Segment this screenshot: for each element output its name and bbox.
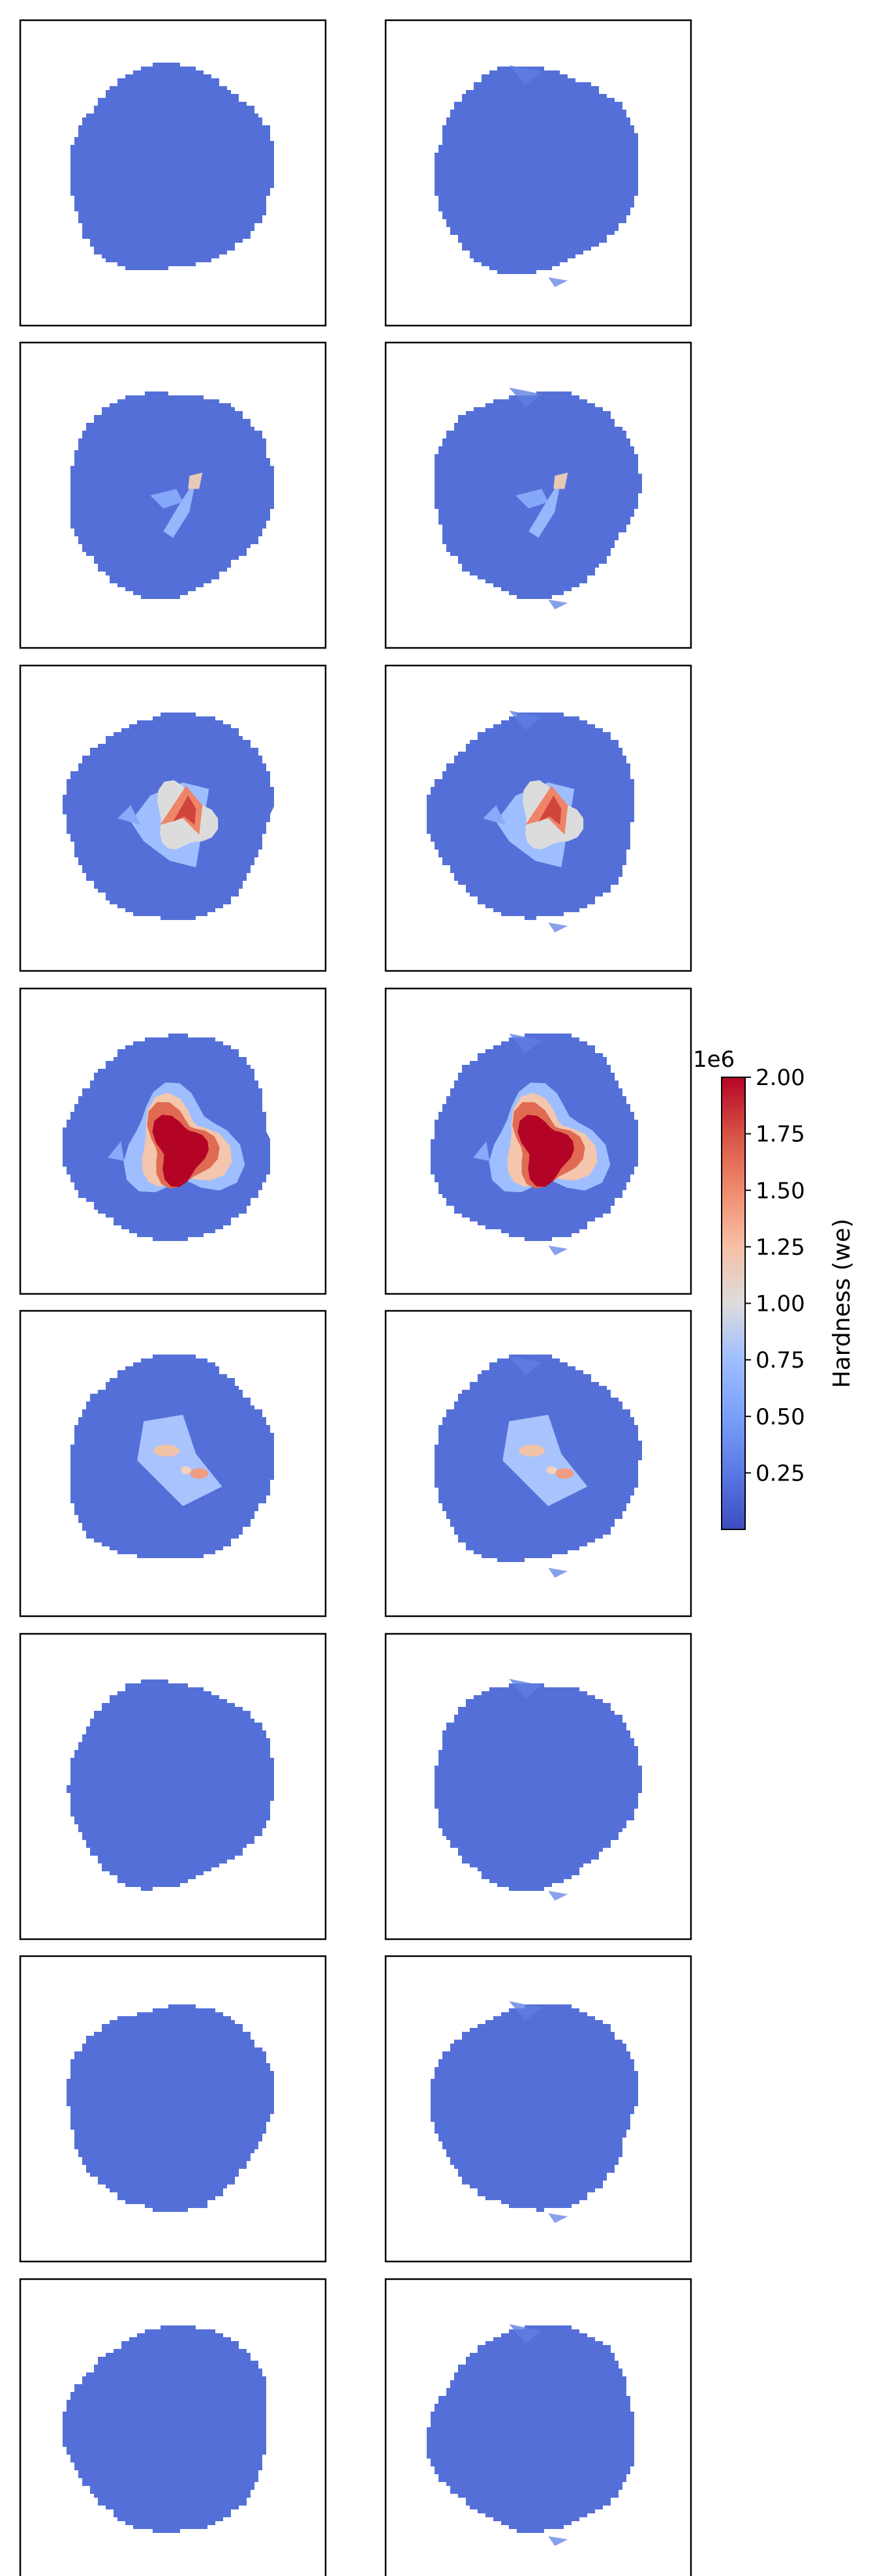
panel-frame (19, 664, 327, 972)
panel-frame (384, 1955, 692, 2263)
heatmap-panel-r1-c1 (19, 19, 327, 327)
field-disc (70, 63, 274, 270)
texture-patch (548, 1891, 568, 1901)
panel-frame (19, 987, 327, 1295)
hotspot-core (181, 1466, 192, 1475)
texture-patch (509, 2001, 542, 2021)
field-disc (67, 2004, 274, 2212)
panel-frame (384, 664, 692, 972)
colorbar-tick-label: 0.25 (756, 1460, 805, 1486)
panel-frame (384, 2278, 692, 2576)
heatmap-panel-r8-c1 (19, 2278, 327, 2576)
texture-patch (548, 1568, 568, 1578)
panel-frame (19, 1310, 327, 1618)
texture-patch (548, 277, 568, 287)
heatmap-panel-r4-c1 (19, 987, 327, 1295)
hotspot-halo (528, 479, 562, 538)
texture-patch (509, 65, 542, 85)
colorbar-tick-label: 1.00 (756, 1291, 805, 1317)
hotspot-core (188, 472, 203, 489)
hotspot-core (517, 1114, 574, 1188)
hotspot-halo (515, 489, 549, 509)
colorbar-label: Hardness (we) (829, 1219, 855, 1388)
hotspot-core (190, 1468, 209, 1479)
heatmap-panel-r5-c1 (19, 1310, 327, 1618)
field-disc (63, 2325, 266, 2533)
panel-frame (384, 1633, 692, 1940)
hotspot-core (538, 795, 562, 825)
texture-patch (509, 388, 542, 407)
colorbar-gradient (722, 1077, 745, 1529)
hotspot-halo (150, 489, 183, 509)
panel-frame (19, 1633, 327, 1940)
colorbar-offset-text: 1e6 (693, 1047, 735, 1073)
colorbar-tick-label: 1.25 (756, 1234, 805, 1261)
heatmap-panel-r4-c2 (384, 987, 692, 1295)
heatmap-panel-r1-c2 (384, 19, 692, 327)
texture-patch (548, 923, 568, 932)
panel-frame (384, 341, 692, 649)
heatmap-panel-r3-c2 (384, 664, 692, 972)
hotspot-halo (163, 479, 196, 538)
texture-patch (548, 2536, 568, 2546)
heatmap-panel-r3-c1 (19, 664, 327, 972)
panel-frame (19, 1955, 327, 2263)
colorbar-tick-label: 2.00 (756, 1065, 805, 1091)
panel-frame (19, 19, 327, 327)
field-disc (67, 1679, 274, 1891)
panel-frame (19, 2278, 327, 2576)
hotspot-halo (137, 1415, 222, 1507)
heatmap-panel-r2-c2 (384, 341, 692, 649)
hotspot-core (173, 795, 196, 825)
field-disc (427, 2325, 634, 2533)
colorbar-tick-label: 1.75 (756, 1122, 805, 1148)
heatmap-panel-r2-c1 (19, 341, 327, 649)
panel-frame (384, 19, 692, 327)
panel-frame (384, 1310, 692, 1618)
hotspot-halo (473, 1141, 490, 1161)
hotspot-halo (117, 805, 141, 825)
heatmap-panel-r6-c2 (384, 1633, 692, 1940)
texture-patch (548, 600, 568, 609)
hotspot-halo (483, 805, 506, 825)
field-disc (435, 1683, 642, 1891)
hotspot-core (519, 1445, 545, 1457)
heatmap-panel-r5-c2 (384, 1310, 692, 1618)
colorbar: 0.25 0.50 0.75 1.00 1.25 1.50 1.75 2.00 1e6 Hardn… (693, 1047, 855, 1530)
texture-patch (509, 711, 542, 730)
panel-grid (19, 19, 692, 2576)
hotspot-halo (108, 1141, 125, 1161)
texture-patch (509, 1034, 542, 1053)
texture-patch (509, 1679, 542, 1698)
heatmap-panel-r7-c2 (384, 1955, 692, 2263)
field-disc (431, 2004, 638, 2212)
hotspot-core (152, 1114, 209, 1188)
texture-patch (548, 2213, 568, 2223)
panel-frame (384, 987, 692, 1295)
colorbar-tick-label: 0.50 (756, 1404, 805, 1430)
heatmap-panel-r6-c1 (19, 1633, 327, 1940)
hotspot-core (553, 472, 568, 489)
hotspot-core (153, 1445, 180, 1457)
texture-patch (548, 1246, 568, 1255)
heatmap-panel-r8-c2 (384, 2278, 692, 2576)
heatmap-panel-r7-c1 (19, 1955, 327, 2263)
colorbar-tick-label: 1.50 (756, 1178, 805, 1204)
texture-patch (509, 1356, 542, 1375)
hotspot-core (555, 1468, 574, 1479)
hotspot-core (546, 1466, 557, 1475)
field-disc (435, 67, 638, 274)
colorbar-tick-label: 0.75 (756, 1347, 805, 1373)
hotspot-halo (502, 1415, 588, 1507)
texture-patch (509, 2324, 542, 2344)
panel-frame (19, 341, 327, 649)
